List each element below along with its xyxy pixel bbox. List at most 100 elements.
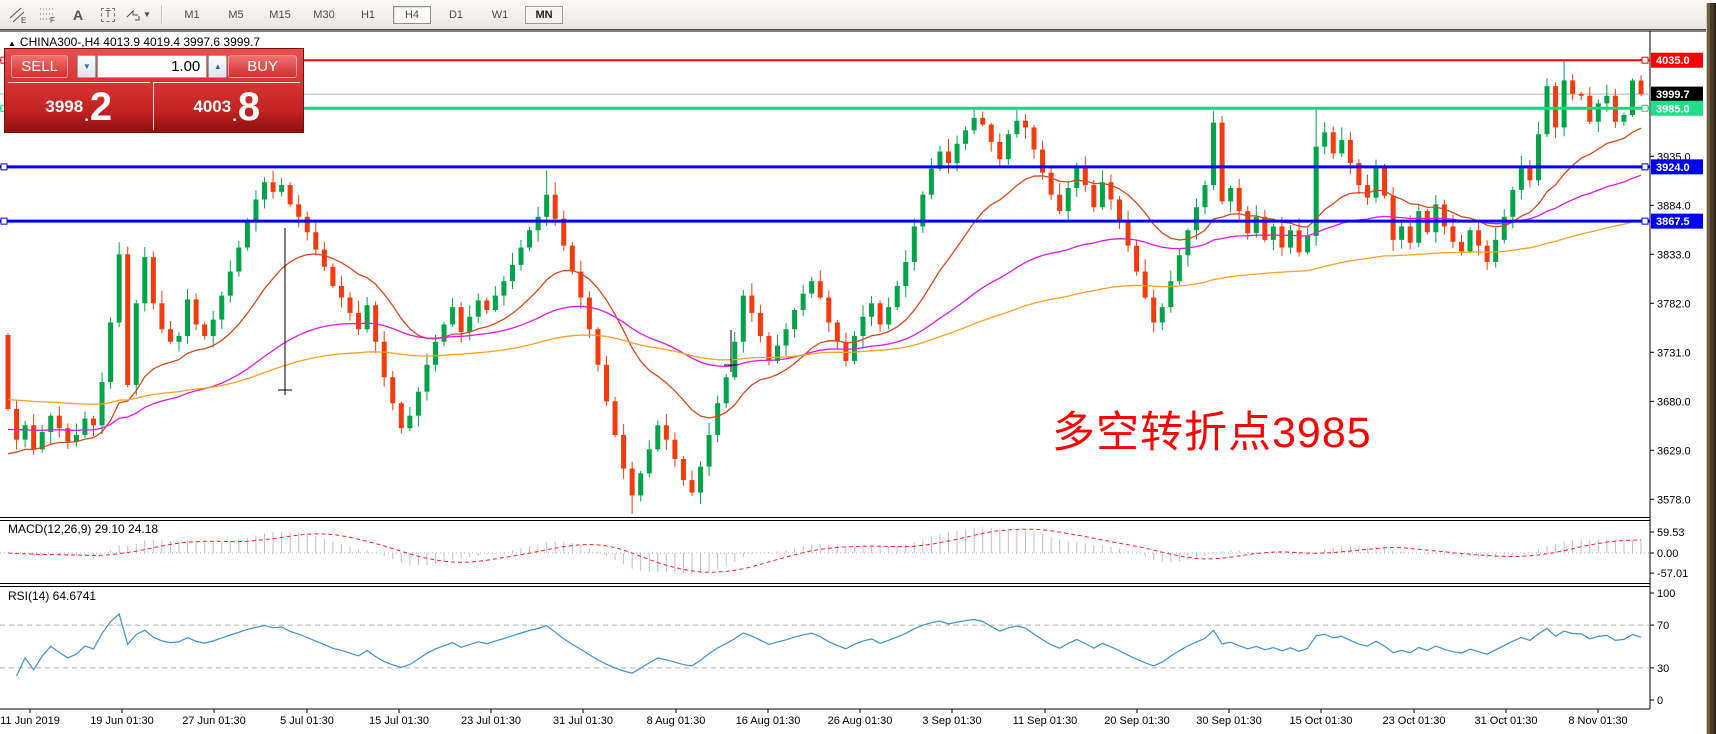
volume-input[interactable]	[97, 54, 208, 78]
candle-body	[1382, 165, 1388, 196]
candle-body	[407, 415, 413, 429]
candle-body	[792, 310, 798, 330]
text-label-tool-icon[interactable]: A	[72, 6, 84, 23]
candle-body	[142, 257, 148, 304]
macd-axis-label: 0.00	[1657, 548, 1678, 560]
timeframe-button-d1[interactable]: D1	[448, 8, 464, 21]
candle-body	[809, 281, 815, 294]
candle-body	[1117, 199, 1122, 221]
candle-body	[997, 141, 1003, 160]
candle-body	[775, 345, 780, 361]
time-axis-label[interactable]: 20 Sep 01:30	[1104, 715, 1169, 727]
hline-handle[interactable]	[1641, 217, 1649, 225]
candle-body	[971, 117, 977, 131]
hline-handle[interactable]	[1641, 104, 1649, 112]
timeframe-button-w1[interactable]: W1	[491, 8, 509, 21]
candle-body	[1142, 271, 1148, 298]
candle-body	[672, 439, 678, 459]
candle-body	[73, 434, 79, 442]
candle-body	[108, 322, 114, 383]
candle-body	[817, 281, 823, 298]
time-axis-label[interactable]: 30 Sep 01:30	[1196, 715, 1261, 727]
candle-body	[262, 182, 267, 200]
candle-body	[1476, 230, 1482, 246]
time-axis-label[interactable]: 3 Sep 01:30	[922, 715, 981, 727]
time-axis-label[interactable]: 11 Jun 2019	[0, 715, 60, 727]
time-axis-label[interactable]: 31 Oct 01:30	[1475, 715, 1538, 727]
svg-text:E: E	[21, 16, 26, 24]
candle-body	[595, 329, 601, 365]
price-tag-label: 3924.0	[1656, 162, 1690, 174]
candle-body	[946, 151, 951, 164]
candle-body	[1219, 122, 1225, 202]
candle-body	[1561, 80, 1567, 128]
channel-tool-icon[interactable]: E	[4, 2, 32, 28]
candle-body	[604, 364, 609, 402]
rsi-axis-label: 0	[1657, 695, 1663, 707]
time-axis-label[interactable]: 23 Jul 01:30	[461, 715, 521, 727]
fibonacci-tool-icon[interactable]: F	[34, 2, 62, 28]
textbox-tool-icon[interactable]: T	[94, 2, 122, 28]
candle-body	[963, 130, 969, 144]
hline-handle[interactable]	[0, 163, 8, 171]
candle-body	[185, 299, 191, 336]
candle-body	[886, 307, 892, 325]
macd-axis-label: -57.01	[1657, 568, 1688, 580]
candle-body	[578, 271, 584, 298]
buy-price[interactable]: 4003 . 8	[152, 82, 300, 130]
time-axis-label[interactable]: 15 Oct 01:30	[1290, 715, 1353, 727]
candle-body	[219, 295, 225, 320]
macd-signal-line	[7, 528, 1642, 573]
sell-price[interactable]: 3998 . 2	[8, 82, 150, 130]
candle-body	[680, 458, 686, 481]
candle-body	[236, 247, 242, 272]
time-axis-label[interactable]: 27 Jun 01:30	[182, 715, 246, 727]
candle-body	[150, 257, 156, 304]
collapse-arrow-icon[interactable]: ▲	[8, 39, 16, 48]
hline-handle[interactable]	[1641, 56, 1649, 64]
one-click-trading-panel: SELL ▼ ▲ BUY 3998 . 2 4003 . 8	[4, 48, 304, 133]
candle-body	[82, 418, 88, 435]
timeframe-button-h4[interactable]: H4	[393, 5, 431, 24]
time-axis-label[interactable]: 26 Aug 01:30	[828, 715, 893, 727]
candle-body	[125, 254, 131, 385]
candle-body	[783, 329, 789, 346]
sell-button[interactable]: SELL	[11, 54, 69, 78]
hline-handle[interactable]	[1641, 163, 1649, 171]
timeframe-button-m1[interactable]: M1	[184, 8, 200, 21]
candle-body	[561, 218, 567, 246]
time-axis-label[interactable]: 15 Jul 01:30	[369, 715, 429, 727]
candle-body	[1270, 226, 1276, 240]
candle-body	[22, 425, 28, 440]
time-axis-label[interactable]: 11 Sep 01:30	[1013, 715, 1078, 727]
timeframe-button-h1[interactable]: H1	[360, 8, 376, 21]
timeframe-button-m5[interactable]: M5	[228, 8, 244, 21]
time-axis-label[interactable]: 8 Aug 01:30	[647, 715, 706, 727]
timeframe-button-mn[interactable]: MN	[525, 5, 563, 24]
volume-increase-button[interactable]: ▲	[208, 54, 228, 78]
candle-body	[800, 293, 806, 311]
volume-decrease-button[interactable]: ▼	[77, 54, 97, 78]
symbol-ohlc-text: CHINA300-,H4 4013.9 4019.4 3997.6 3999.7	[19, 35, 261, 49]
time-axis-label[interactable]: 23 Oct 01:30	[1383, 715, 1446, 727]
time-axis-label[interactable]: 5 Jul 01:30	[280, 715, 334, 727]
candle-body	[356, 312, 362, 330]
candle-body	[39, 432, 45, 450]
rsi-line	[16, 612, 1642, 677]
timeframe-button-m15[interactable]: M15	[269, 8, 291, 21]
candle-body	[193, 299, 199, 325]
candle-body	[663, 425, 669, 440]
time-axis-label[interactable]: 31 Jul 01:30	[553, 715, 613, 727]
candle-body	[988, 124, 994, 142]
time-axis-label[interactable]: 16 Aug 01:30	[736, 715, 801, 727]
candle-body	[467, 316, 473, 333]
hline-handle[interactable]	[0, 217, 8, 225]
arrows-tool-icon[interactable]: ▼	[124, 2, 152, 28]
time-axis-label[interactable]: 8 Nov 01:30	[1568, 715, 1627, 727]
timeframe-button-m30[interactable]: M30	[313, 8, 335, 21]
time-axis-label[interactable]: 19 Jun 01:30	[90, 715, 154, 727]
candle-body	[1091, 185, 1097, 208]
quote-panel-top-row: SELL ▼ ▲ BUY	[5, 49, 303, 80]
buy-button[interactable]: BUY	[228, 54, 297, 78]
